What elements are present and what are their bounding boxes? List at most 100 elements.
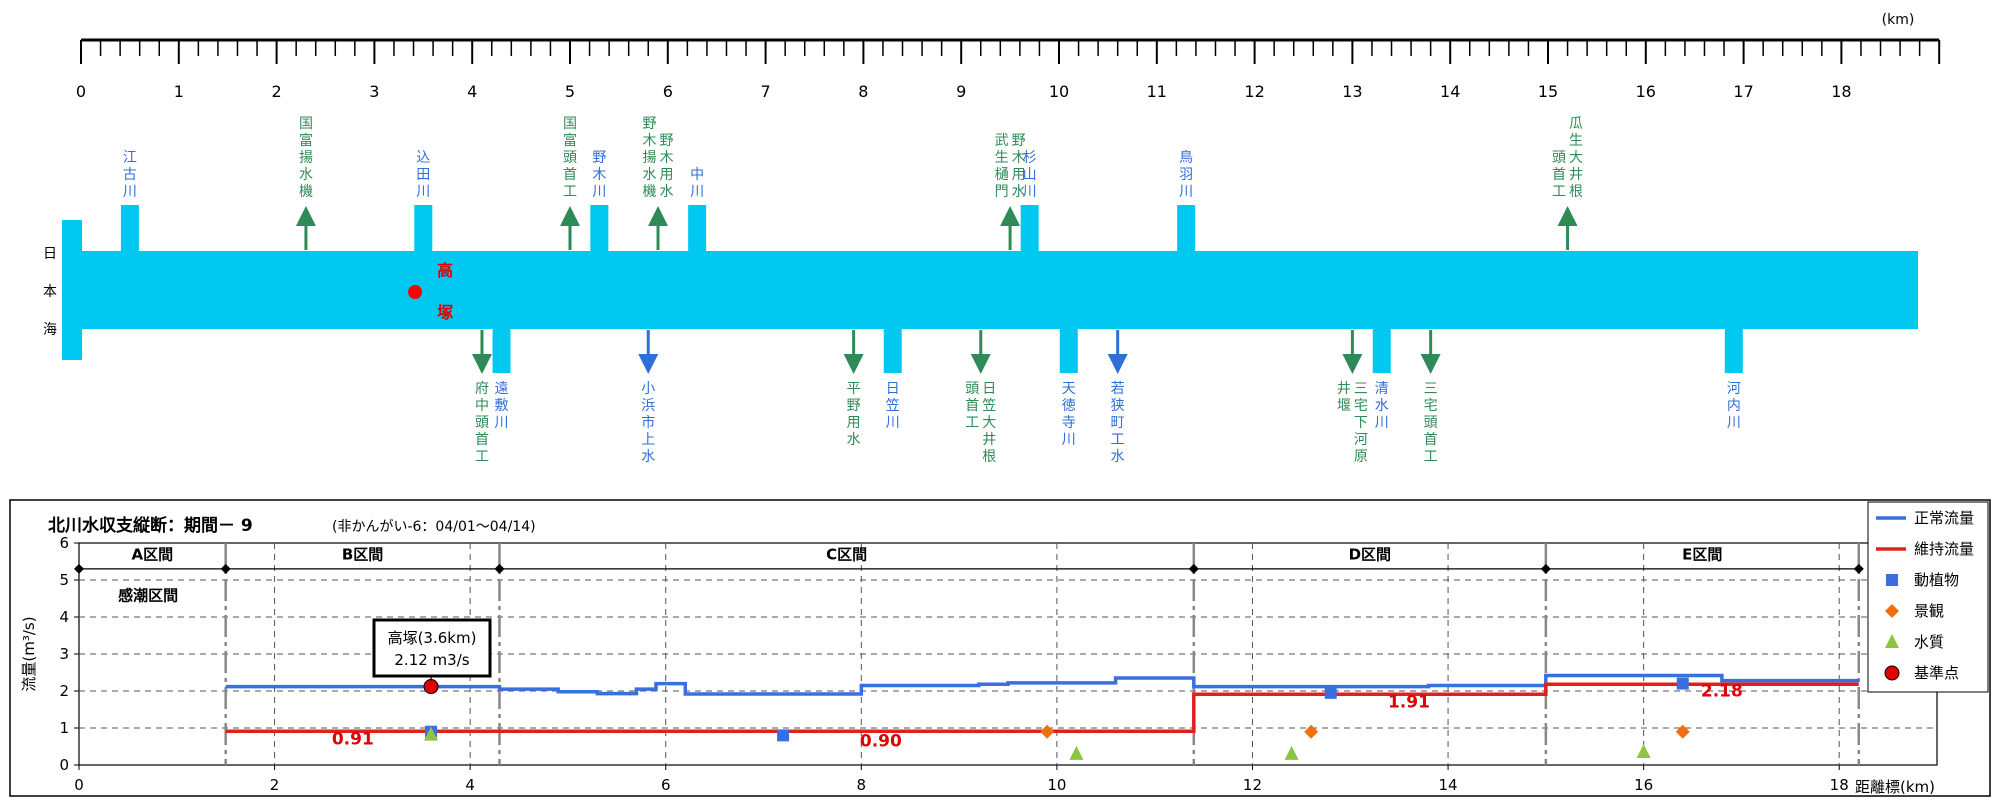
tributary-label: 川 [123,184,137,200]
marker-景観 [1304,724,1319,739]
series-line-正常流量 [225,673,1859,696]
reference-point-marker [408,285,423,299]
km-tick-label: 9 [956,82,966,101]
legend-swatch-diamond [1885,604,1899,618]
tributary-inflow [688,205,707,253]
facility-label: 生 [995,150,1009,166]
facility-label: 日 [982,381,996,397]
y-tick-label: 5 [59,571,69,589]
facility-arrow-down-icon [1342,354,1363,374]
facility-label: 大 [1569,150,1583,166]
x-tick-label: 6 [661,776,671,794]
tributary-inflow [1372,327,1391,373]
data-value-label: 1.91 [1388,693,1430,713]
tributary-inflow [120,205,139,253]
legend-swatch-triangle [1885,634,1899,648]
facility-label: 機 [643,184,657,200]
facility-label: 工 [1552,184,1566,200]
facility-label: 木 [1012,150,1026,166]
tributary-label: 川 [1727,415,1741,431]
section-boundary-marker [1853,563,1864,574]
chart-title: 北川水収支縦断：期間－ 9 [48,515,253,536]
facility-arrow-up-icon [1000,206,1021,226]
tributary-label: 木 [592,167,606,183]
facility-label: 野 [660,133,674,149]
x-tick-label: 10 [1047,776,1066,794]
tributary-label: 中 [690,167,704,183]
tributary-label: 徳 [1062,398,1076,414]
y-tick-label: 6 [59,534,69,552]
tributary-label: 水 [1375,398,1389,414]
y-axis-label: 流量(m³/s) [20,616,38,691]
tributary-label: 野 [592,150,606,166]
facility-label: 頭 [1424,415,1438,431]
legend-label: 基準点 [1914,664,1959,682]
x-tick-label: 4 [465,776,475,794]
facility-label: 根 [1569,184,1583,200]
facility-label: 原 [1354,449,1368,465]
facility-label: 野 [643,116,657,132]
facility-label: 門 [995,184,1009,200]
facility-label: 水 [1111,449,1125,465]
facility-arrow-down-icon [471,354,492,374]
tributary-label: 川 [1023,184,1037,200]
km-tick-label: 7 [761,82,771,101]
legend-label: 動植物 [1914,571,1959,589]
callout-value: 2.12 m3/s [394,651,469,669]
legend-label: 水質 [1914,633,1944,651]
facility-label: 狭 [1111,398,1125,414]
sea-label-char: 海 [43,322,57,338]
tributary-label: 古 [123,167,137,183]
facility-arrow-down-icon [638,354,659,374]
x-tick-label: 2 [270,776,280,794]
section-label: C区間 [826,546,867,564]
facility-label: 頭 [475,415,489,431]
flow-chart: 北川水収支縦断：期間－ 9 (非かんがい-6：04/01～04/14) A区間 B区間… [9,499,1991,797]
section-label: A区間 [132,546,174,564]
reference-point-label: 高 [437,261,453,280]
legend-swatch-square [1886,574,1898,586]
facility-label: 揚 [643,149,657,166]
tributary-label: 川 [592,184,606,200]
facility-label: 若 [1111,381,1125,397]
x-axis-label: 距離標(km) [1855,778,1935,796]
facility-label: 中 [475,398,489,414]
tributary-label: 込 [416,150,430,166]
tributary-label: 江 [123,150,137,166]
facility-label: 水 [641,449,655,465]
km-unit-label: (km) [1882,12,1915,28]
facility-label: 水 [643,167,657,183]
reference-point-label: 塚 [437,303,453,322]
facility-label: 大 [982,415,996,431]
facility-label: 機 [299,184,313,200]
data-value-label: 0.90 [860,732,902,752]
marker-景観 [1040,724,1055,739]
facility-label: 工 [1424,449,1438,465]
km-tick-label: 1 [174,82,184,101]
section-boundary-marker [220,563,231,574]
facility-label: 堰 [1337,398,1351,414]
tributary-inflow [1177,205,1196,253]
km-tick-label: 10 [1049,82,1069,101]
km-tick-label: 15 [1538,82,1558,101]
facility-label: 頭 [965,381,979,397]
facility-label: 用 [1012,167,1026,183]
x-tick-label: 8 [857,776,867,794]
legend-label: 維持流量 [1914,540,1974,558]
y-tick-label: 2 [59,682,69,700]
tributary-label: 内 [1727,398,1741,414]
facility-arrow-up-icon [648,206,669,226]
facility-label: 井 [1569,167,1583,183]
facility-label: 府 [475,381,489,397]
facility-arrow-down-icon [1107,354,1128,374]
tributary-label: 河 [1727,381,1741,397]
tributary-inflow [1020,205,1039,253]
legend-label: 景観 [1914,602,1944,620]
facility-label: 水 [847,432,861,448]
km-tick-label: 13 [1342,82,1362,101]
facility-label: 木 [643,133,657,149]
km-tick-label: 0 [76,82,86,101]
facility-label: 用 [847,415,861,431]
legend-label: 正常流量 [1914,509,1974,527]
